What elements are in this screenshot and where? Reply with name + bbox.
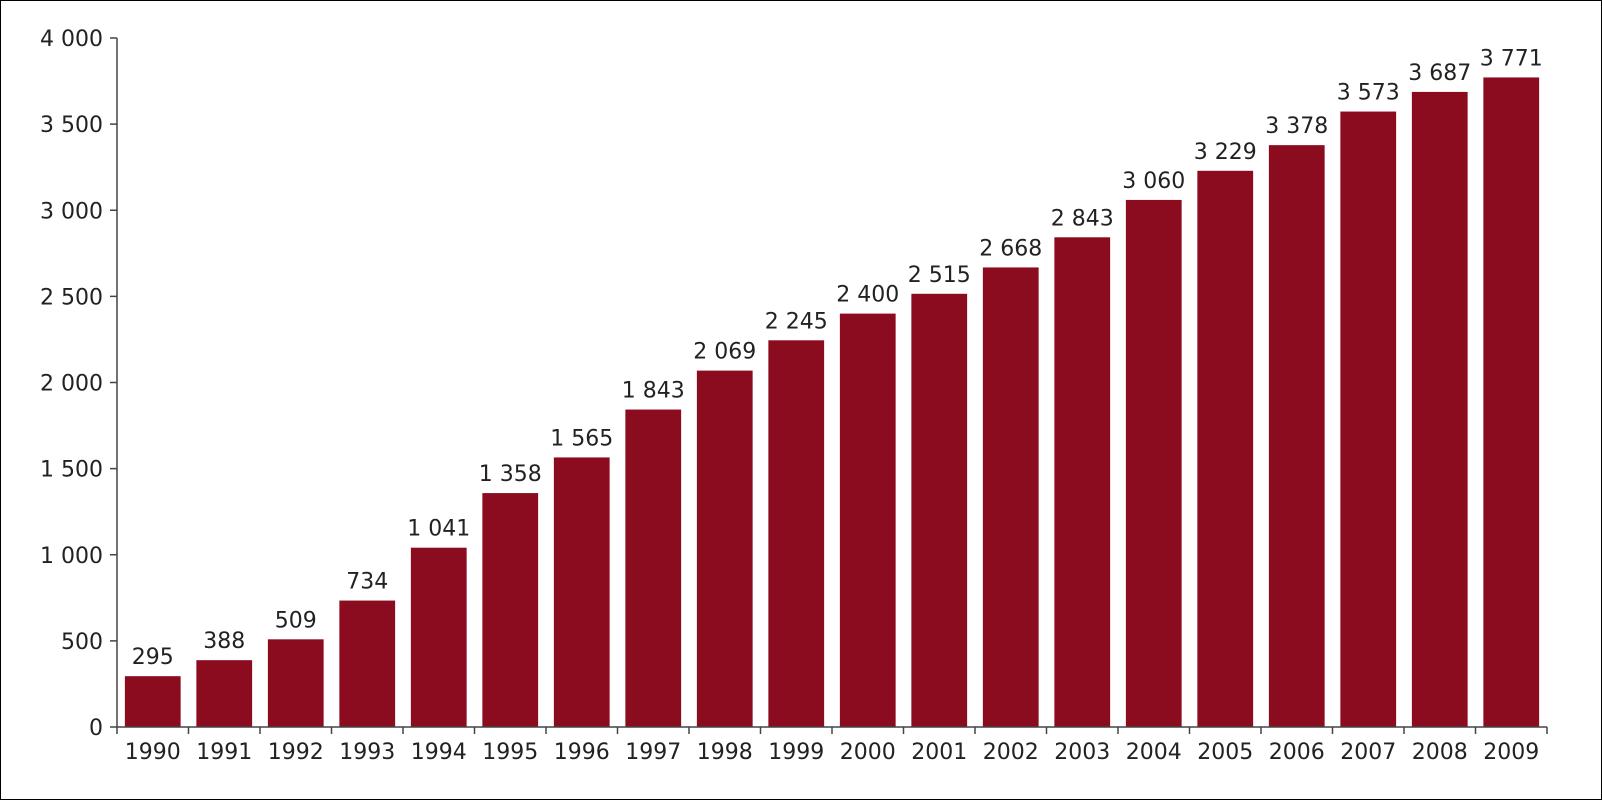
x-tick-label: 1997 — [625, 740, 681, 765]
bar-value-label: 734 — [346, 570, 388, 595]
bar-value-label: 2 400 — [836, 283, 899, 308]
bar-value-label: 3 378 — [1265, 114, 1328, 139]
data-labels: 295 388 509 734 1 041 1 358 1 565 1 843 2 069 2 2… — [132, 46, 1543, 670]
bar-value-label: 3 229 — [1194, 140, 1257, 165]
bar — [625, 409, 682, 727]
x-tick-label: 2002 — [983, 740, 1039, 765]
bars — [124, 77, 1540, 728]
x-tick-label: 2005 — [1197, 740, 1253, 765]
bar — [339, 600, 396, 727]
x-tick-label: 1990 — [125, 740, 181, 765]
x-tick-label: 1992 — [268, 740, 324, 765]
y-axis-tick-labels: 0 500 1 000 1 500 2 000 2 500 3 000 3 500 4 000 — [40, 27, 103, 741]
x-tick-label: 2004 — [1126, 740, 1182, 765]
bar-value-label: 2 245 — [765, 309, 828, 334]
bar-value-label: 1 843 — [622, 379, 685, 404]
x-tick-label: 2000 — [840, 740, 896, 765]
bar-value-label: 3 687 — [1408, 61, 1471, 86]
x-tick-label: 1993 — [339, 740, 395, 765]
bar-value-label: 1 565 — [550, 426, 613, 451]
x-tick-label: 1994 — [411, 740, 467, 765]
x-axis-ticks — [116, 727, 1548, 734]
bar-value-label: 2 515 — [908, 263, 971, 288]
bar — [124, 676, 181, 727]
bar-value-label: 3 060 — [1122, 169, 1185, 194]
bar-value-label: 3 573 — [1337, 81, 1400, 106]
bar — [1197, 170, 1254, 727]
y-tick-label: 0 — [89, 716, 103, 741]
x-tick-label: 2009 — [1483, 740, 1539, 765]
bar-value-label: 1 358 — [479, 462, 542, 487]
bar — [1268, 145, 1325, 727]
x-tick-label: 1995 — [482, 740, 538, 765]
y-tick-label: 2 500 — [40, 285, 103, 310]
y-tick-label: 500 — [61, 630, 103, 655]
x-tick-label: 2006 — [1269, 740, 1325, 765]
bar — [1054, 237, 1111, 727]
bar — [482, 493, 539, 727]
bar-value-label: 295 — [132, 645, 174, 670]
bar — [410, 547, 467, 727]
x-tick-label: 2003 — [1054, 740, 1110, 765]
x-tick-label: 1999 — [768, 740, 824, 765]
y-tick-label: 2 000 — [40, 372, 103, 397]
bar — [1411, 91, 1468, 728]
x-tick-label: 1991 — [196, 740, 252, 765]
bar — [768, 340, 825, 727]
bar — [1340, 111, 1397, 727]
bar — [839, 313, 896, 727]
bar — [553, 457, 610, 727]
bar-value-label: 509 — [275, 608, 317, 633]
y-tick-label: 4 000 — [40, 27, 103, 52]
bar-value-label: 388 — [203, 629, 245, 654]
y-tick-label: 1 500 — [40, 458, 103, 483]
bar — [1483, 77, 1540, 727]
y-tick-label: 3 000 — [40, 199, 103, 224]
y-axis-ticks — [110, 37, 117, 728]
bar-value-label: 2 843 — [1051, 206, 1114, 231]
x-tick-label: 1996 — [554, 740, 610, 765]
x-tick-label: 2001 — [911, 740, 967, 765]
bar — [911, 293, 968, 727]
x-tick-label: 2008 — [1412, 740, 1468, 765]
bar-value-label: 2 668 — [979, 236, 1042, 261]
bar-value-label: 1 041 — [407, 517, 470, 542]
bar — [696, 370, 753, 727]
bar-value-label: 2 069 — [693, 340, 756, 365]
x-tick-label: 1998 — [697, 740, 753, 765]
bar — [1125, 199, 1182, 728]
x-axis-tick-labels: 1990 1991 1992 1993 1994 1995 1996 1997 1998 1999… — [125, 740, 1540, 765]
bar — [982, 267, 1039, 727]
y-tick-label: 3 500 — [40, 113, 103, 138]
bar — [267, 639, 324, 727]
y-tick-label: 1 000 — [40, 544, 103, 569]
bar — [196, 660, 253, 727]
x-tick-label: 2007 — [1340, 740, 1396, 765]
bar-value-label: 3 771 — [1480, 46, 1543, 71]
